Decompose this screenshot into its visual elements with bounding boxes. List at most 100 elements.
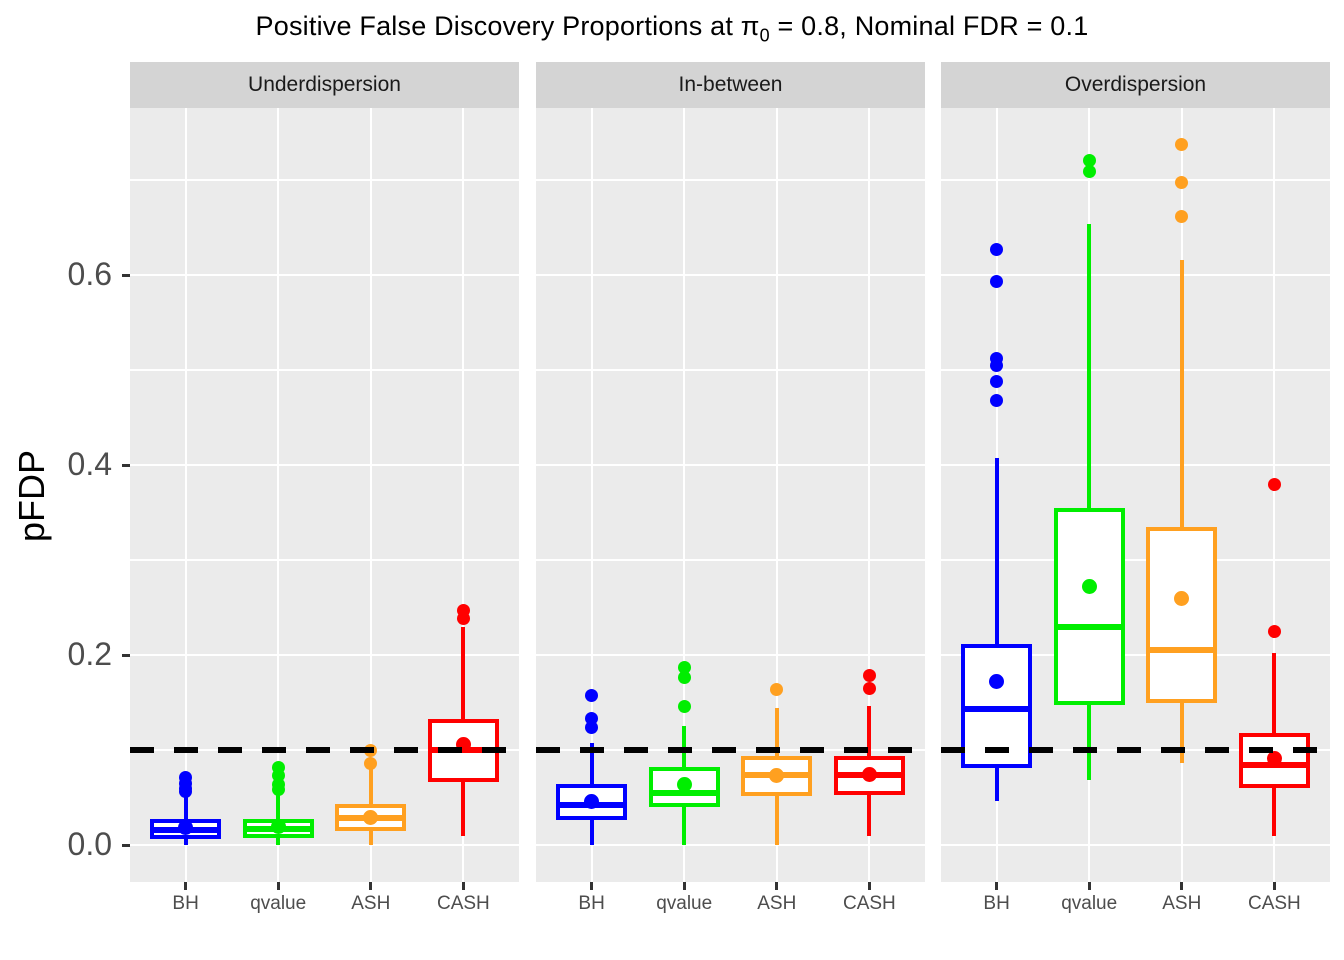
outlier-dot-ash [364, 756, 378, 770]
nominal-fdr-reference-line [130, 747, 519, 753]
whisker-qvalue [276, 793, 281, 845]
facet-panel-underdispersion [130, 108, 519, 882]
mean-dot-ash [769, 768, 785, 784]
gridline-major [130, 463, 519, 467]
gridline-minor [130, 559, 519, 561]
mean-dot-bh [178, 820, 194, 836]
gridline-major [941, 463, 1330, 467]
whisker-ash [1179, 259, 1184, 764]
x-tick [775, 882, 779, 890]
outlier-dot-ash [1175, 176, 1189, 190]
x-tick-label-qvalue: qvalue [250, 893, 307, 914]
x-tick [461, 882, 465, 890]
outlier-dot-cash [862, 681, 876, 695]
y-axis-title: pFDP [11, 449, 52, 543]
plot-title: Positive False Discovery Proportions at … [0, 11, 1344, 46]
x-tick [590, 882, 594, 890]
outlier-dot-ash [1175, 209, 1189, 223]
median-line-qvalue [1053, 623, 1125, 630]
facet-strip-underdispersion: Underdispersion [130, 62, 519, 108]
outlier-dot-qvalue [677, 699, 691, 713]
gridline-major [941, 653, 1330, 657]
gridline-vertical [369, 108, 372, 882]
gridline-minor [941, 179, 1330, 181]
gridline-major [130, 843, 519, 847]
gridline-minor [536, 369, 925, 371]
outlier-dot-bh [179, 771, 193, 785]
facet-strip-label: Overdispersion [1064, 73, 1207, 96]
boxplot-box-qvalue [1053, 507, 1125, 706]
mean-dot-bh [989, 674, 1005, 690]
y-tick-label: 0.2 [67, 636, 112, 672]
outlier-dot-bh [990, 352, 1004, 366]
outlier-dot-bh [990, 242, 1004, 256]
x-tick-label-ash: ASH [757, 893, 797, 914]
facet-panel-overdispersion [941, 108, 1330, 882]
x-tick-label-bh: BH [983, 893, 1010, 914]
outlier-dot-cash [456, 603, 470, 617]
outlier-dot-qvalue [1082, 153, 1096, 167]
gridline-major [536, 653, 925, 657]
x-tick-label-ash: ASH [1162, 893, 1202, 914]
gridline-major [536, 463, 925, 467]
gridline-major [536, 273, 925, 277]
pi-symbol: π [740, 11, 760, 41]
facet-strip-in-between: In-between [536, 62, 925, 108]
x-tick [276, 882, 280, 890]
y-tick [122, 463, 130, 467]
outlier-dot-bh [585, 689, 599, 703]
gridline-major [130, 273, 519, 277]
boxplot-box-ash [1146, 526, 1218, 704]
outlier-dot-qvalue [677, 660, 691, 674]
gridline-minor [536, 559, 925, 561]
gridline-minor [941, 369, 1330, 371]
outlier-dot-bh [585, 712, 599, 726]
nominal-fdr-reference-line [941, 747, 1330, 753]
pi-subscript: 0 [759, 25, 770, 46]
x-tick [682, 882, 686, 890]
x-tick-label-bh: BH [578, 893, 605, 914]
mean-dot-bh [584, 793, 600, 809]
mean-dot-cash [861, 767, 877, 783]
gridline-vertical [590, 108, 593, 882]
nominal-fdr-reference-line [536, 747, 925, 753]
x-tick-label-bh: BH [172, 893, 199, 914]
gridline-vertical [868, 108, 871, 882]
y-tick [122, 653, 130, 657]
facet-strip-label: Underdispersion [248, 73, 401, 96]
outlier-dot-ash [1175, 138, 1189, 152]
mean-dot-ash [363, 809, 379, 825]
gridline-minor [130, 369, 519, 371]
whisker-bh [994, 458, 999, 802]
x-tick-label-cash: CASH [1247, 893, 1301, 914]
plot-title-suffix: = 0.8, Nominal FDR = 0.1 [769, 11, 1089, 41]
gridline-vertical [1273, 108, 1276, 882]
mean-dot-qvalue [1081, 579, 1097, 595]
outlier-dot-qvalue [271, 760, 285, 774]
outlier-dot-ash [770, 682, 784, 696]
x-tick [995, 882, 999, 890]
gridline-vertical [462, 108, 465, 882]
mean-dot-qvalue [676, 776, 692, 792]
gridline-major [941, 843, 1330, 847]
outlier-dot-cash [862, 669, 876, 683]
x-tick-label-qvalue: qvalue [1061, 893, 1118, 914]
x-tick [1087, 882, 1091, 890]
gridline-major [130, 653, 519, 657]
median-line-qvalue [648, 789, 720, 796]
x-tick [867, 882, 871, 890]
gridline-major [536, 843, 925, 847]
x-tick-label-cash: CASH [842, 893, 896, 914]
x-tick-label-cash: CASH [436, 893, 490, 914]
gridline-minor [130, 179, 519, 181]
mean-dot-qvalue [270, 819, 286, 835]
outlier-dot-bh [990, 374, 1004, 388]
outlier-dot-qvalue [1082, 164, 1096, 178]
plot-title-text: Positive False Discovery Proportions at [255, 11, 741, 41]
outlier-dot-cash [1267, 624, 1281, 638]
gridline-vertical [683, 108, 686, 882]
outlier-dot-qvalue [677, 671, 691, 685]
gridline-vertical [277, 108, 280, 882]
y-tick-label: 0.4 [67, 446, 112, 482]
